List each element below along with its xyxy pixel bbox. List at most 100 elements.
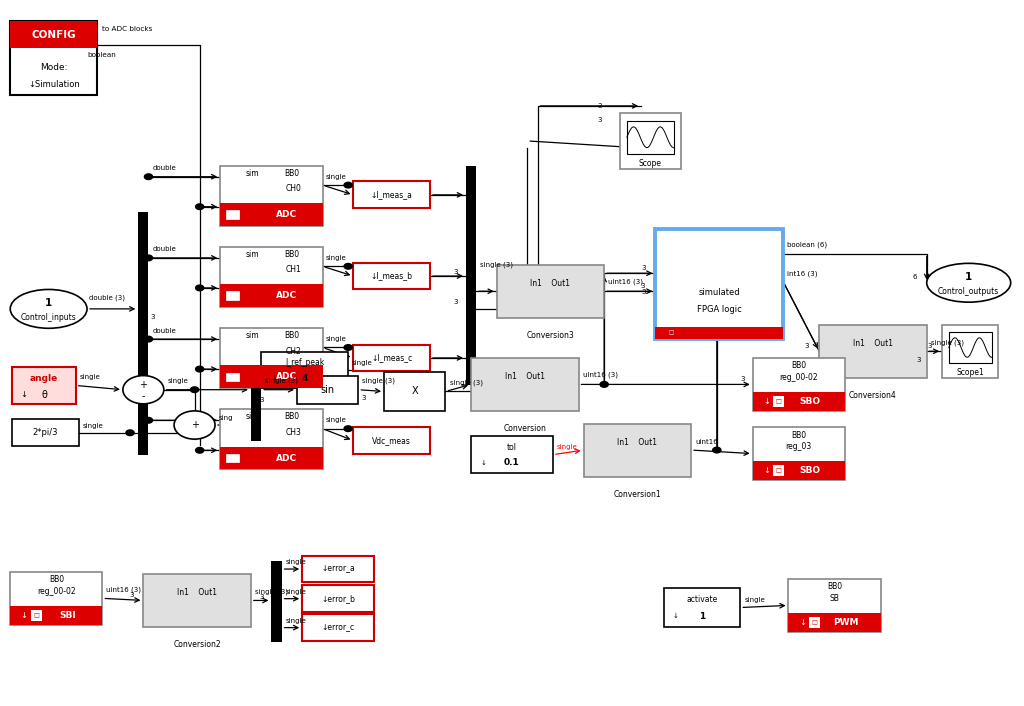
Text: 1: 1 <box>698 611 706 621</box>
FancyBboxPatch shape <box>753 358 845 411</box>
Text: 3: 3 <box>259 397 263 402</box>
Text: In1    Out1: In1 Out1 <box>177 588 217 597</box>
Text: to ADC blocks: to ADC blocks <box>102 26 153 32</box>
Text: Scope1: Scope1 <box>956 368 984 377</box>
Text: ↓I_meas_c: ↓I_meas_c <box>371 354 413 362</box>
Text: SBI: SBI <box>59 611 76 620</box>
Circle shape <box>344 182 352 188</box>
FancyBboxPatch shape <box>353 263 430 289</box>
Text: ADC: ADC <box>276 291 297 300</box>
FancyBboxPatch shape <box>226 210 239 219</box>
FancyBboxPatch shape <box>788 613 881 632</box>
Text: Conversion4: Conversion4 <box>849 391 897 400</box>
Text: 3: 3 <box>454 299 458 305</box>
FancyBboxPatch shape <box>627 121 674 154</box>
Text: int16 (3): int16 (3) <box>787 270 818 277</box>
Circle shape <box>344 263 352 269</box>
Text: ↓I_meas_b: ↓I_meas_b <box>371 272 413 280</box>
FancyBboxPatch shape <box>809 616 820 628</box>
FancyBboxPatch shape <box>466 166 476 385</box>
Text: □: □ <box>229 212 236 217</box>
FancyBboxPatch shape <box>302 614 374 641</box>
Text: BB0: BB0 <box>827 582 842 592</box>
FancyBboxPatch shape <box>297 376 358 404</box>
Circle shape <box>144 255 153 261</box>
Text: single: single <box>744 597 765 604</box>
FancyBboxPatch shape <box>220 247 323 307</box>
FancyBboxPatch shape <box>942 325 998 378</box>
Text: X: X <box>412 386 418 397</box>
FancyBboxPatch shape <box>753 427 845 480</box>
FancyBboxPatch shape <box>10 21 97 48</box>
Text: angle: angle <box>30 373 58 383</box>
Text: 3: 3 <box>916 357 921 363</box>
Text: single (3): single (3) <box>265 378 298 385</box>
Text: boolean: boolean <box>87 52 116 59</box>
Text: single: single <box>286 589 306 594</box>
FancyBboxPatch shape <box>12 419 79 446</box>
FancyBboxPatch shape <box>664 588 740 627</box>
Text: BB0: BB0 <box>285 412 299 421</box>
Text: 3: 3 <box>361 395 366 401</box>
Text: double: double <box>153 165 176 172</box>
Text: ↓: ↓ <box>20 611 28 620</box>
Text: 3: 3 <box>641 289 645 294</box>
Text: Conversion: Conversion <box>504 424 546 433</box>
Text: ↓error_c: ↓error_c <box>322 623 354 632</box>
Text: In1    Out1: In1 Out1 <box>617 438 657 447</box>
Text: single: single <box>326 174 346 179</box>
Text: double: double <box>153 246 176 253</box>
Text: reg_00-02: reg_00-02 <box>779 373 818 382</box>
FancyBboxPatch shape <box>497 265 604 318</box>
Text: activate: activate <box>686 595 718 604</box>
Text: □: □ <box>229 293 236 298</box>
Text: single (3): single (3) <box>931 340 964 346</box>
Text: ↓I_meas_a: ↓I_meas_a <box>371 191 413 199</box>
Text: single: single <box>83 423 103 429</box>
Text: ↓: ↓ <box>799 618 806 627</box>
Text: ↓error_a: ↓error_a <box>322 565 354 573</box>
Text: sim: sim <box>246 331 259 340</box>
Text: Conversion2: Conversion2 <box>173 640 221 649</box>
FancyBboxPatch shape <box>138 212 148 455</box>
Text: In1    Out1: In1 Out1 <box>530 279 570 288</box>
FancyBboxPatch shape <box>949 332 991 363</box>
Text: uint16 (3): uint16 (3) <box>106 587 141 593</box>
FancyBboxPatch shape <box>655 327 783 339</box>
FancyBboxPatch shape <box>220 328 323 388</box>
Text: 0.1: 0.1 <box>504 458 520 467</box>
Text: uint16: uint16 <box>695 438 718 445</box>
FancyBboxPatch shape <box>788 579 881 632</box>
FancyBboxPatch shape <box>753 461 845 480</box>
FancyBboxPatch shape <box>10 606 102 625</box>
Text: single: single <box>557 444 578 450</box>
Text: ↓: ↓ <box>480 460 486 466</box>
Text: sim: sim <box>246 412 259 421</box>
FancyBboxPatch shape <box>471 358 579 411</box>
Text: 3: 3 <box>454 269 458 275</box>
Text: single: single <box>326 336 346 342</box>
Text: 1: 1 <box>45 298 52 308</box>
Text: reg_03: reg_03 <box>785 442 812 451</box>
Circle shape <box>174 411 215 439</box>
Text: BB0: BB0 <box>792 361 806 371</box>
Text: 4: 4 <box>301 373 308 383</box>
Text: □: □ <box>229 455 236 460</box>
FancyBboxPatch shape <box>143 574 251 627</box>
Text: □: □ <box>33 613 39 618</box>
Circle shape <box>190 387 199 393</box>
Text: I_ref_peak: I_ref_peak <box>285 358 325 367</box>
Text: 3: 3 <box>740 376 744 382</box>
FancyBboxPatch shape <box>819 325 927 378</box>
Text: ↓: ↓ <box>763 397 770 406</box>
Text: FPGA logic: FPGA logic <box>697 305 741 314</box>
Text: θ: θ <box>41 390 47 400</box>
Text: 1: 1 <box>965 272 973 282</box>
Text: single: single <box>168 378 188 384</box>
Text: In1    Out1: In1 Out1 <box>853 339 893 348</box>
FancyBboxPatch shape <box>251 367 261 441</box>
Text: CH2: CH2 <box>286 347 302 356</box>
Circle shape <box>123 376 164 404</box>
FancyBboxPatch shape <box>584 424 691 477</box>
Text: BB0: BB0 <box>285 169 299 178</box>
